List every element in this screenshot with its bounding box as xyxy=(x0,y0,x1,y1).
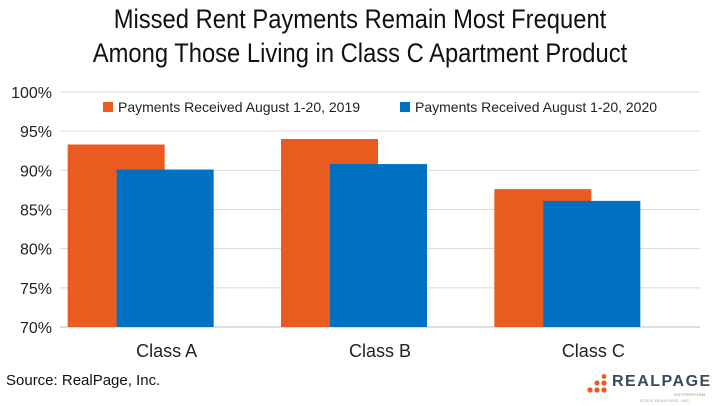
legend-swatch-2019 xyxy=(103,102,113,112)
y-tick-label: 85% xyxy=(20,203,52,220)
y-tick-label: 80% xyxy=(20,242,52,259)
realpage-logo: REALPAGE OUTPERFORM ©2020 REALPAGE, INC. xyxy=(586,370,716,404)
title-line-2: Among Those Living in Class C Apartment … xyxy=(92,38,628,68)
logo-copyright: ©2020 REALPAGE, INC. xyxy=(640,398,691,403)
x-tick-label: Class C xyxy=(562,341,625,361)
y-tick-label: 75% xyxy=(20,281,52,298)
source-note: Source: RealPage, Inc. xyxy=(6,372,161,389)
logo-tagline: OUTPERFORM xyxy=(674,392,706,397)
y-tick-label: 90% xyxy=(20,163,52,180)
x-tick-label: Class A xyxy=(136,341,197,361)
bar-2020-class-b xyxy=(330,164,427,327)
title-line-1: Missed Rent Payments Remain Most Frequen… xyxy=(113,4,607,34)
legend-swatch-2020 xyxy=(400,102,410,112)
bar-2020-class-c xyxy=(543,200,641,327)
logo-wordmark: REALPAGE xyxy=(612,373,712,390)
legend-label-2019: Payments Received August 1-20, 2019 xyxy=(118,99,360,115)
x-tick-label: Class B xyxy=(349,341,411,361)
bar-2020-class-a xyxy=(116,169,214,327)
y-tick-label: 95% xyxy=(20,124,52,141)
chart-title: Missed Rent Payments Remain Most Frequen… xyxy=(43,2,677,70)
legend-label-2020: Payments Received August 1-20, 2020 xyxy=(415,99,657,115)
logo-dots-icon xyxy=(587,374,607,393)
y-tick-label: 70% xyxy=(20,320,52,337)
y-tick-label: 100% xyxy=(11,85,52,102)
